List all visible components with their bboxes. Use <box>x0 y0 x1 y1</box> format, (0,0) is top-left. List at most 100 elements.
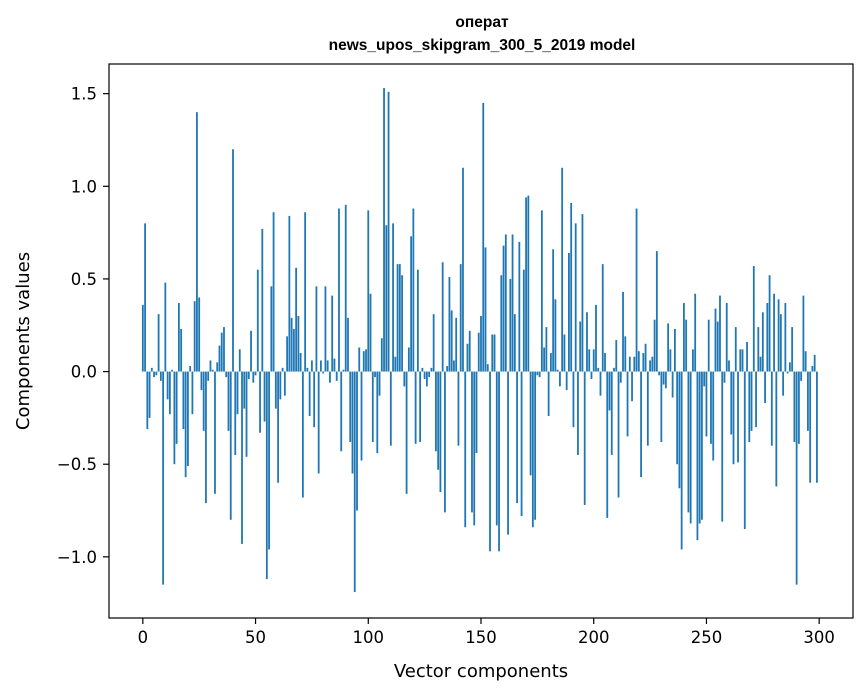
bar-53 <box>261 228 264 372</box>
bar-220 <box>637 351 640 372</box>
bar-151 <box>482 102 485 372</box>
y-tick-label: 1.5 <box>71 85 97 104</box>
bar-194 <box>579 321 582 372</box>
bar-150 <box>480 315 482 372</box>
bar-272 <box>755 371 757 428</box>
bar-6 <box>155 371 158 376</box>
bar-173 <box>531 371 534 528</box>
bar-197 <box>586 312 588 372</box>
bar-116 <box>403 371 406 387</box>
chart-title: оперaт <box>455 14 509 31</box>
bar-129 <box>432 314 435 372</box>
bar-169 <box>522 269 525 372</box>
bar-32 <box>214 371 216 494</box>
bar-33 <box>216 362 219 372</box>
bar-257 <box>721 371 724 522</box>
bar-16 <box>177 303 180 372</box>
bar-296 <box>809 371 812 483</box>
bar-49 <box>252 371 255 383</box>
bar-243 <box>689 371 692 524</box>
bar-219 <box>635 208 638 372</box>
bar-232 <box>664 371 667 389</box>
bar-141 <box>459 264 462 372</box>
bar-290 <box>795 371 798 585</box>
bar-108 <box>385 225 388 372</box>
bar-199 <box>590 371 593 379</box>
bar-237 <box>676 371 679 465</box>
bar-72 <box>304 212 307 372</box>
bar-40 <box>232 149 234 372</box>
bar-163 <box>509 278 512 372</box>
bar-2 <box>146 371 149 430</box>
bar-204 <box>601 264 604 372</box>
bar-19 <box>184 371 187 478</box>
bar-160 <box>502 245 505 372</box>
bar-37 <box>225 371 228 378</box>
bar-31 <box>211 369 214 372</box>
bar-271 <box>752 265 755 372</box>
bar-35 <box>220 332 223 372</box>
bar-213 <box>622 291 624 372</box>
bar-242 <box>687 371 690 513</box>
bar-124 <box>421 367 424 372</box>
bar-122 <box>416 269 419 372</box>
bar-205 <box>604 353 606 372</box>
bar-84 <box>331 295 334 372</box>
y-tick-label: −0.5 <box>57 455 97 474</box>
bar-51 <box>256 269 259 372</box>
bar-27 <box>202 371 205 431</box>
bar-233 <box>667 323 670 372</box>
bar-154 <box>489 371 491 552</box>
bar-105 <box>378 371 381 396</box>
bar-177 <box>540 210 543 372</box>
bar-110 <box>389 371 392 446</box>
bar-50 <box>254 371 257 376</box>
bar-79 <box>320 360 322 372</box>
bar-191 <box>572 371 575 428</box>
bar-8 <box>159 371 162 381</box>
bar-255 <box>716 321 719 372</box>
bar-114 <box>398 264 401 372</box>
bar-22 <box>191 371 194 415</box>
bar-73 <box>306 367 309 372</box>
bar-198 <box>588 349 591 372</box>
bar-12 <box>168 371 171 415</box>
bar-92 <box>349 371 352 442</box>
bar-172 <box>529 371 532 476</box>
bar-130 <box>435 371 437 452</box>
bar-145 <box>468 330 471 372</box>
bar-200 <box>592 349 595 372</box>
bar-276 <box>764 371 766 404</box>
bar-59 <box>274 371 277 409</box>
bar-80 <box>322 371 325 374</box>
bar-291 <box>797 371 800 444</box>
bar-17 <box>180 328 183 372</box>
bar-26 <box>200 371 203 391</box>
bar-167 <box>518 241 521 372</box>
bar-140 <box>457 371 460 446</box>
bar-184 <box>556 369 559 372</box>
bar-148 <box>475 371 478 454</box>
bar-90 <box>344 204 347 372</box>
bar-52 <box>259 371 261 433</box>
bar-284 <box>782 371 785 396</box>
bar-113 <box>396 264 399 372</box>
x-tick-label: 0 <box>138 628 149 647</box>
bar-15 <box>175 371 178 444</box>
bar-44 <box>241 371 243 544</box>
bar-21 <box>189 366 192 372</box>
bar-102 <box>371 371 374 442</box>
bar-29 <box>207 371 210 381</box>
bar-4 <box>150 367 153 372</box>
bar-132 <box>439 371 442 492</box>
bar-223 <box>644 343 647 372</box>
bar-23 <box>193 301 196 372</box>
bar-42 <box>236 371 239 415</box>
bar-74 <box>308 371 311 417</box>
bar-267 <box>743 371 746 530</box>
bar-43 <box>238 349 241 372</box>
bar-18 <box>182 371 185 430</box>
bar-70 <box>299 353 302 372</box>
bar-58 <box>272 212 275 372</box>
